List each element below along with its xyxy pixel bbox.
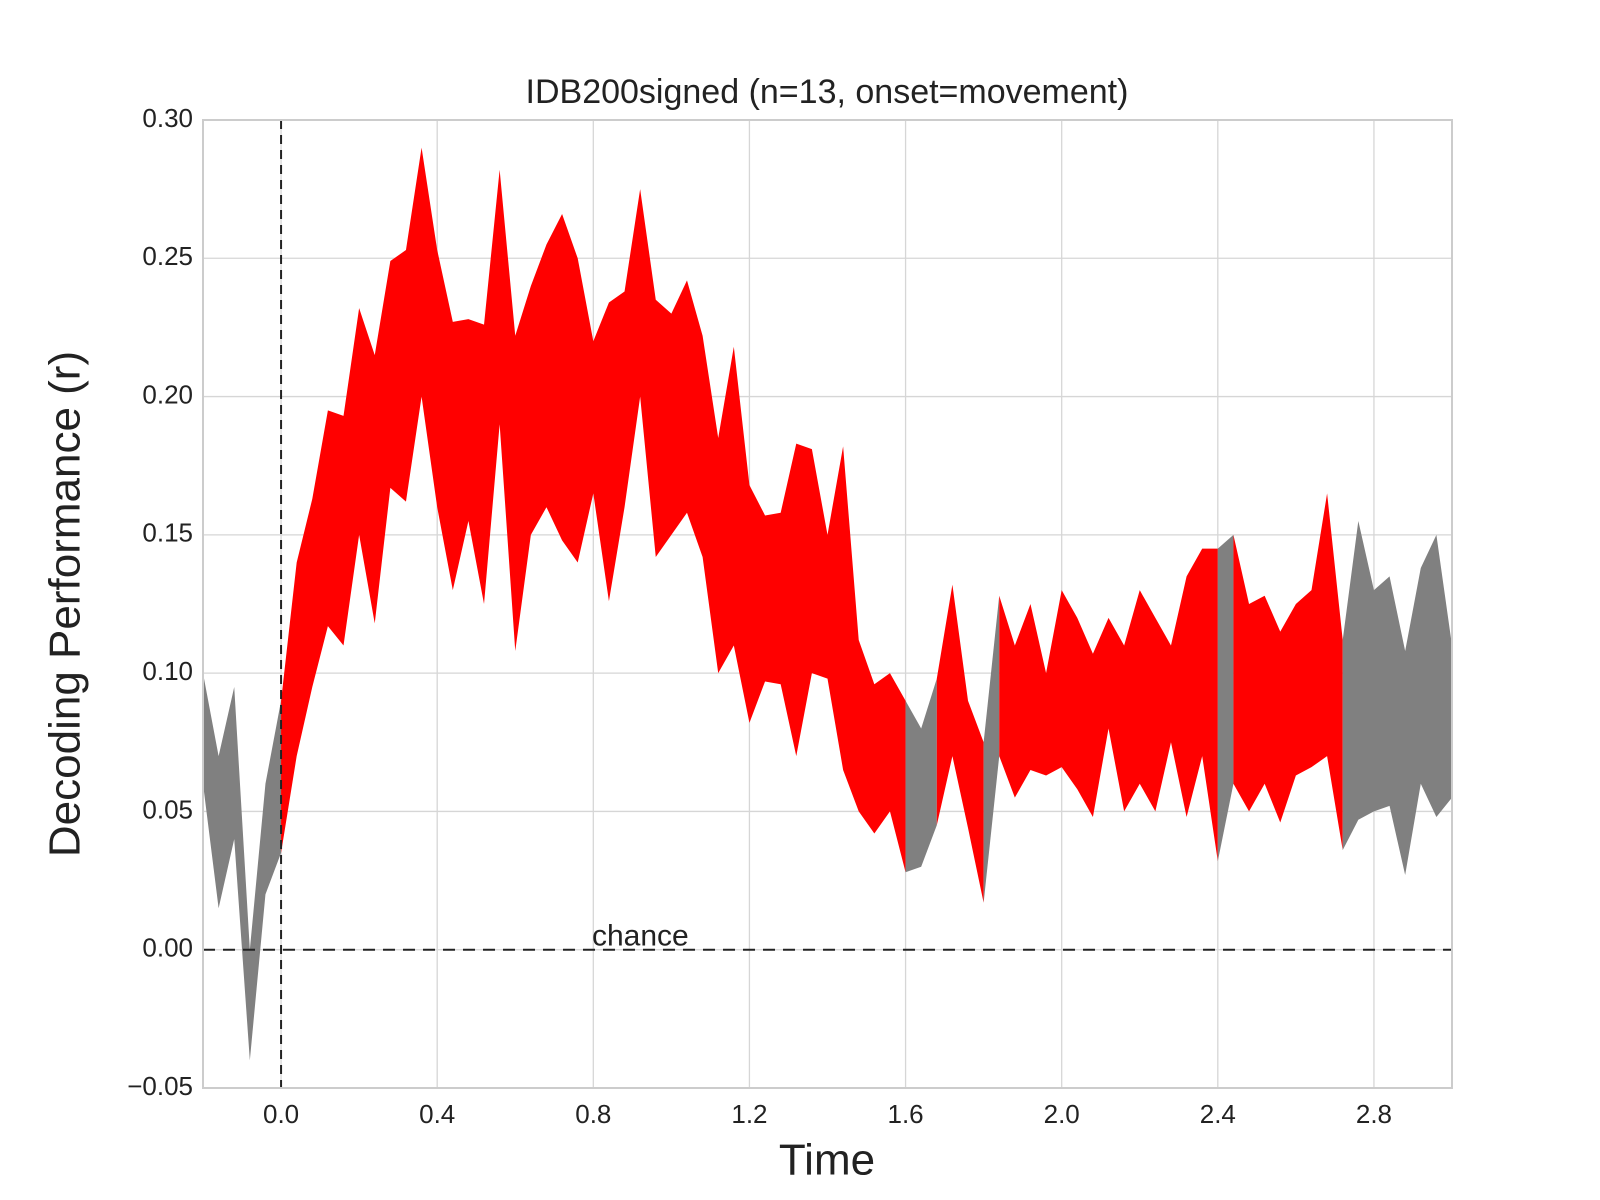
confidence-band <box>936 584 984 903</box>
chance-annotation: chance <box>592 920 689 953</box>
y-axis-label: Decoding Performance (r) <box>41 351 90 857</box>
y-tick-label: 0.15 <box>142 518 193 548</box>
x-axis-label: Time <box>779 1136 875 1185</box>
confidence-band <box>281 147 906 873</box>
x-tick-label: 2.4 <box>1200 1099 1236 1129</box>
confidence-band <box>999 548 1218 862</box>
y-tick-label: 0.05 <box>142 794 193 824</box>
x-tick-label: 2.0 <box>1044 1099 1080 1129</box>
y-tick-label: 0.30 <box>142 103 193 133</box>
confidence-band <box>983 595 1000 903</box>
confidence-band <box>905 678 937 873</box>
chart-title: IDB200signed (n=13, onset=movement) <box>526 73 1129 111</box>
y-tick-label: 0.10 <box>142 656 193 686</box>
y-tick-label: −0.05 <box>127 1071 193 1101</box>
x-tick-label: 0.8 <box>575 1099 611 1129</box>
y-tick-label: 0.25 <box>142 241 193 271</box>
x-tick-label: 2.8 <box>1356 1099 1392 1129</box>
x-tick-label: 1.2 <box>731 1099 767 1129</box>
confidence-band <box>1233 493 1343 851</box>
x-tick-label: 0.0 <box>263 1099 299 1129</box>
y-tick-label: 0.00 <box>142 933 193 963</box>
x-tick-label: 1.6 <box>887 1099 923 1129</box>
plot-frame <box>202 119 1453 1089</box>
confidence-band <box>203 673 282 1061</box>
confidence-band <box>1217 534 1234 862</box>
x-tick-label: 0.4 <box>419 1099 455 1129</box>
confidence-band <box>1342 521 1452 876</box>
y-tick-label: 0.20 <box>142 379 193 409</box>
